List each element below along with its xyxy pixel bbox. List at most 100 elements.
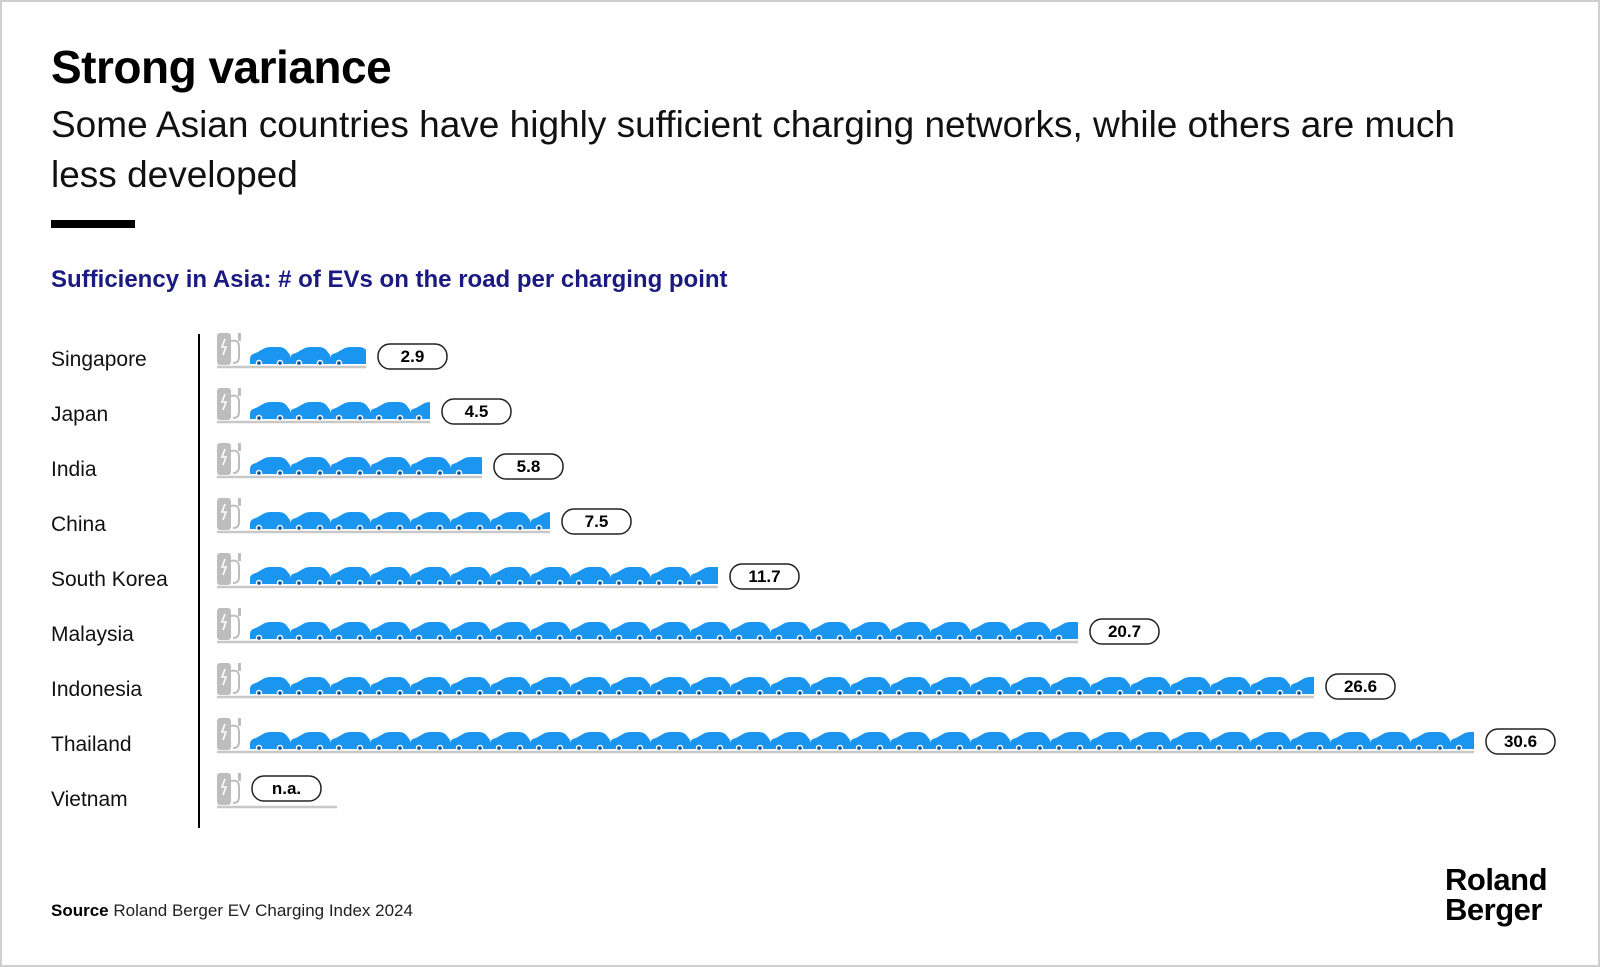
car-icon bbox=[970, 732, 1010, 752]
charging-station-icon bbox=[217, 718, 241, 750]
car-icon bbox=[850, 677, 890, 697]
car-icon bbox=[330, 677, 370, 697]
car-icon bbox=[250, 347, 290, 367]
car-icon bbox=[490, 732, 530, 752]
car-icon bbox=[450, 512, 490, 532]
charging-station-icon bbox=[217, 443, 241, 475]
charging-station-icon bbox=[217, 773, 241, 805]
car-icon bbox=[850, 622, 890, 642]
car-icon bbox=[570, 567, 610, 587]
car-icon bbox=[570, 622, 610, 642]
car-icon bbox=[250, 622, 290, 642]
car-icon bbox=[1090, 732, 1130, 752]
car-icon bbox=[1170, 677, 1210, 697]
car-icon bbox=[530, 567, 570, 587]
chart-title: Sufficiency in Asia: # of EVs on the roa… bbox=[51, 266, 728, 293]
data-label: 4.5 bbox=[441, 398, 512, 425]
car-icon bbox=[690, 622, 730, 642]
category-label: India bbox=[51, 458, 97, 481]
car-icon bbox=[1370, 732, 1410, 752]
car-icon bbox=[370, 457, 410, 477]
car-icon bbox=[610, 732, 650, 752]
car-icon bbox=[410, 622, 450, 642]
car-icon bbox=[290, 457, 330, 477]
car-icon bbox=[410, 732, 450, 752]
car-icon bbox=[330, 622, 370, 642]
car-icon bbox=[290, 567, 330, 587]
car-icon bbox=[650, 622, 690, 642]
data-label: 11.7 bbox=[729, 563, 800, 590]
category-label: Malaysia bbox=[51, 623, 134, 646]
car-icon bbox=[810, 677, 850, 697]
car-icon bbox=[450, 567, 490, 587]
car-icon bbox=[570, 677, 610, 697]
charging-station-icon bbox=[217, 333, 241, 365]
car-icon bbox=[370, 622, 410, 642]
car-icon bbox=[330, 732, 370, 752]
car-icon bbox=[650, 732, 690, 752]
page-title: Strong variance bbox=[51, 41, 392, 93]
data-label-text: 5.8 bbox=[517, 457, 541, 476]
car-icon bbox=[450, 622, 490, 642]
charging-station-icon bbox=[217, 498, 241, 530]
car-icon-partial bbox=[330, 347, 366, 367]
car-icon bbox=[970, 622, 1010, 642]
car-icon bbox=[250, 677, 290, 697]
car-icon bbox=[1050, 677, 1090, 697]
bar-row: Malaysia 20.7 bbox=[51, 608, 1160, 646]
car-icon bbox=[890, 677, 930, 697]
car-icon bbox=[850, 732, 890, 752]
car-icon bbox=[290, 622, 330, 642]
data-label-text: 4.5 bbox=[465, 402, 489, 421]
category-label: Japan bbox=[51, 403, 108, 426]
car-icon bbox=[730, 732, 770, 752]
car-icon bbox=[1290, 732, 1330, 752]
car-icon bbox=[490, 622, 530, 642]
car-icon bbox=[730, 677, 770, 697]
car-icon bbox=[450, 677, 490, 697]
category-label: Vietnam bbox=[51, 788, 128, 811]
car-icon bbox=[1010, 732, 1050, 752]
car-icon bbox=[530, 732, 570, 752]
car-icon bbox=[490, 512, 530, 532]
bar-row: Indonesia 26.6 bbox=[51, 663, 1396, 701]
car-icon bbox=[370, 512, 410, 532]
brand-line-2: Berger bbox=[1445, 892, 1542, 927]
category-label: Indonesia bbox=[51, 678, 142, 701]
car-icon bbox=[730, 622, 770, 642]
car-icon bbox=[930, 732, 970, 752]
car-icon-partial bbox=[530, 512, 550, 532]
car-icon bbox=[1090, 677, 1130, 697]
car-icon bbox=[530, 622, 570, 642]
car-icon bbox=[970, 677, 1010, 697]
car-icon-partial bbox=[690, 567, 718, 587]
car-icon bbox=[330, 457, 370, 477]
car-icon bbox=[1210, 677, 1250, 697]
car-icon bbox=[370, 567, 410, 587]
car-icon bbox=[410, 457, 450, 477]
data-label: 20.7 bbox=[1089, 618, 1160, 645]
car-icon bbox=[690, 677, 730, 697]
bar-row: Japan 4.5 bbox=[51, 388, 512, 426]
source-text: Roland Berger EV Charging Index 2024 bbox=[113, 901, 413, 920]
car-icon bbox=[330, 567, 370, 587]
car-icon bbox=[370, 402, 410, 422]
data-label: 2.9 bbox=[377, 343, 448, 370]
car-icon-partial bbox=[450, 457, 482, 477]
car-icon bbox=[890, 732, 930, 752]
car-icon bbox=[1010, 622, 1050, 642]
car-icon bbox=[490, 677, 530, 697]
data-label-text: 2.9 bbox=[401, 347, 425, 366]
car-icon bbox=[890, 622, 930, 642]
car-icon bbox=[1130, 677, 1170, 697]
category-label: China bbox=[51, 513, 106, 536]
data-label: 7.5 bbox=[561, 508, 632, 535]
data-label-text: 7.5 bbox=[585, 512, 609, 531]
car-icon-partial bbox=[1050, 622, 1078, 642]
car-icon bbox=[810, 732, 850, 752]
car-icon bbox=[410, 567, 450, 587]
pictogram-bar-chart: Singapore 2.9 Japan 4.5 India 5.8 China 7.5 Sout… bbox=[51, 333, 1556, 828]
car-icon bbox=[1330, 732, 1370, 752]
car-icon bbox=[770, 677, 810, 697]
car-icon bbox=[290, 677, 330, 697]
